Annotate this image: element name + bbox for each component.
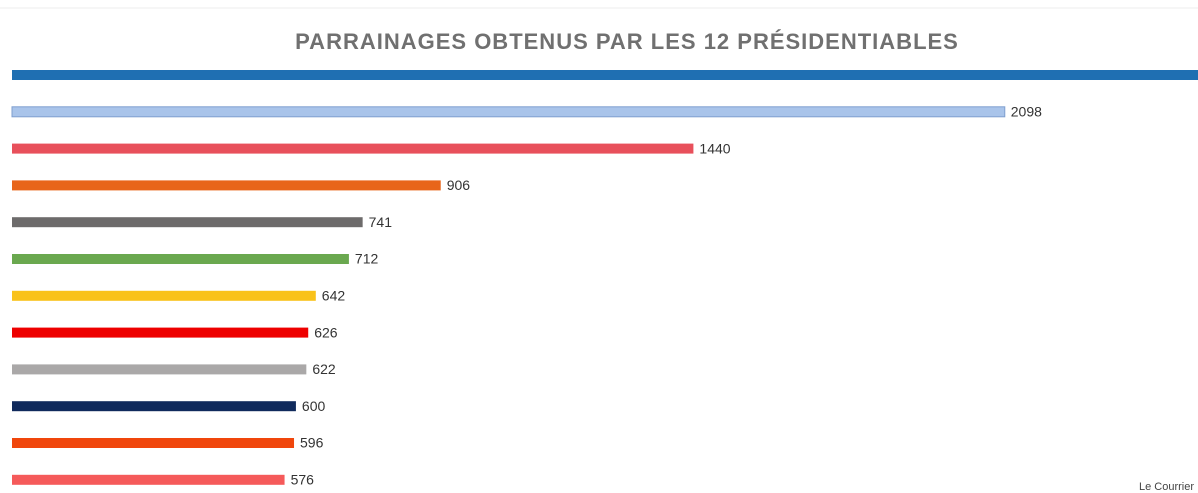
bar xyxy=(12,474,285,485)
bar xyxy=(12,438,295,448)
bar xyxy=(12,364,307,375)
value-label: 626 xyxy=(314,324,338,340)
value-label: 600 xyxy=(302,398,326,414)
bar xyxy=(12,290,316,301)
value-label: 906 xyxy=(447,177,471,193)
value-label: 596 xyxy=(300,435,324,451)
bar xyxy=(12,401,296,412)
source: Le Courrier xyxy=(1139,481,1194,493)
value-label: 741 xyxy=(369,214,393,230)
value-label: 1440 xyxy=(699,140,730,156)
bar xyxy=(12,143,694,154)
value-label: 622 xyxy=(312,361,336,377)
chart-title: PARRAINAGES OBTENUS PAR LES 12 PRÉSIDENT… xyxy=(295,29,959,54)
bar xyxy=(12,217,363,228)
bar xyxy=(11,106,1006,118)
bar xyxy=(12,254,349,264)
value-label: 712 xyxy=(355,251,379,267)
value-label: 2098 xyxy=(1011,104,1042,120)
value-label: 642 xyxy=(322,288,346,304)
bar xyxy=(12,180,441,191)
value-label: 576 xyxy=(291,472,315,488)
bar xyxy=(12,327,309,338)
bar xyxy=(12,70,1198,80)
